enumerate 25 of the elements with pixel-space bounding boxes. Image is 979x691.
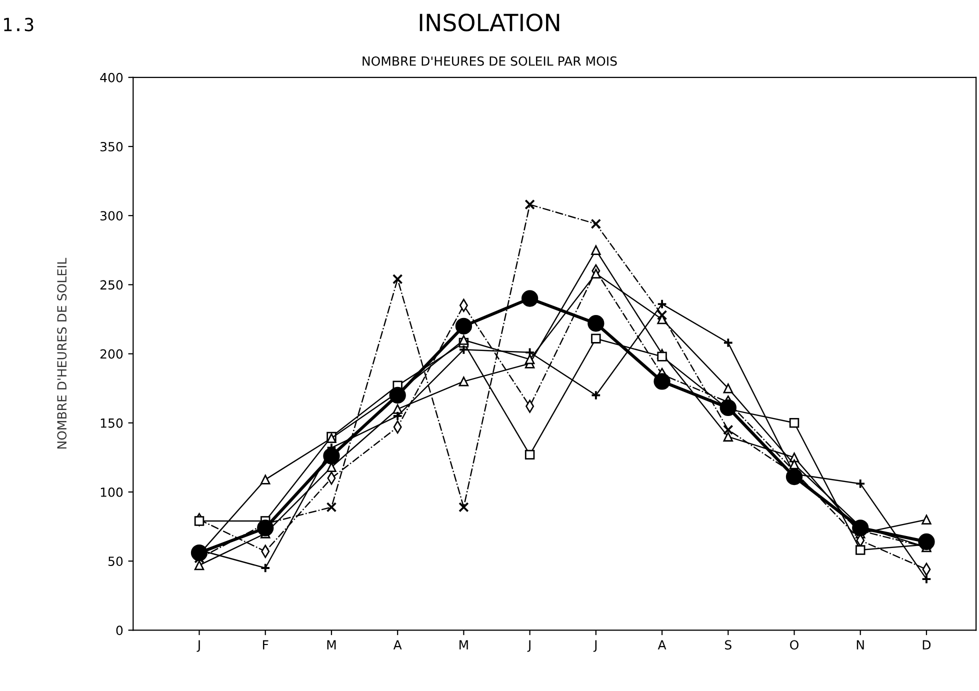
y-tick-label: 250 — [100, 280, 123, 290]
y-axis-title: NOMBRE D'HEURES DE SOLEIL — [57, 258, 67, 449]
x-tick-label: S — [725, 640, 732, 650]
x-tick-label: J — [593, 640, 597, 652]
y-tick-label: 0 — [116, 626, 123, 636]
chart-title: INSOLATION — [420, 14, 560, 32]
x-tick-label: A — [393, 640, 402, 650]
x-tick-label: O — [790, 640, 798, 650]
x-tick-label: F — [263, 640, 268, 650]
chart-subtitle: NOMBRE D'HEURES DE SOLEIL PAR MOIS — [362, 56, 617, 66]
y-tick-label: 200 — [100, 349, 123, 359]
x-tick-label: A — [658, 640, 666, 650]
y-tick-label: 100 — [100, 487, 123, 497]
x-tick-label: N — [856, 640, 864, 650]
x-tick-label: J — [196, 640, 200, 652]
y-tick-label: 350 — [100, 142, 123, 152]
y-tick-label: 50 — [108, 556, 123, 566]
x-tick-label: J — [527, 640, 530, 652]
y-tick-label: 300 — [100, 211, 123, 221]
text: 1.3 — [4, 18, 34, 32]
x-tick-label: M — [460, 640, 468, 650]
x-tick-label: M — [327, 640, 336, 650]
y-tick-label: 400 — [100, 72, 123, 82]
x-tick-label: D — [922, 640, 931, 650]
y-tick-label: 150 — [100, 418, 123, 428]
